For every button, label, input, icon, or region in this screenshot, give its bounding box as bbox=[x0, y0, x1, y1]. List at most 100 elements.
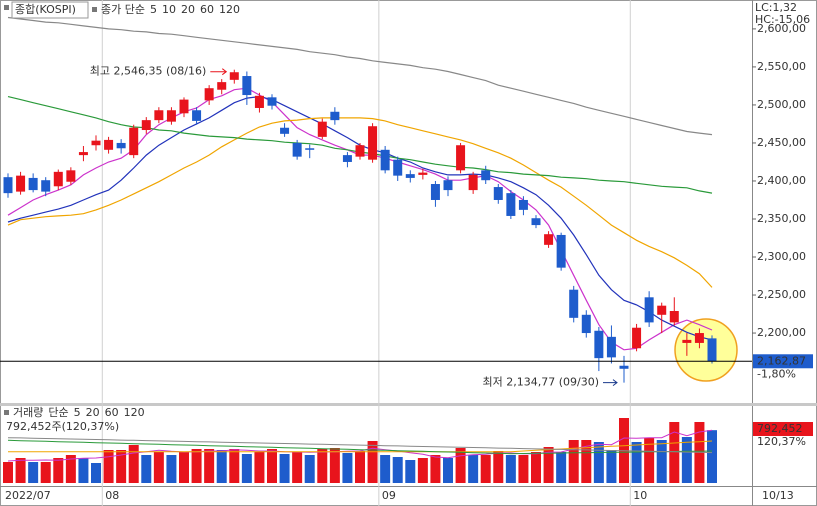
legend-entry: 단순 bbox=[48, 406, 68, 419]
volume-bar bbox=[430, 455, 441, 483]
volume-bar bbox=[543, 447, 554, 483]
volume-bar bbox=[166, 455, 177, 483]
lc-label: LC:1,32 bbox=[755, 1, 797, 14]
candle-body bbox=[305, 148, 315, 150]
volume-bar bbox=[216, 450, 227, 483]
volume-ratio: 120,37% bbox=[757, 435, 806, 448]
last-volume-box bbox=[753, 422, 813, 436]
candle-body bbox=[91, 140, 101, 146]
volume-bar bbox=[254, 452, 265, 483]
x-tick-label: 08 bbox=[105, 489, 119, 502]
candle-body bbox=[292, 142, 302, 157]
y-tick-label: 2,250,00 bbox=[757, 288, 806, 301]
volume-bar bbox=[405, 460, 416, 483]
volume-bar bbox=[468, 455, 479, 483]
candle-body bbox=[380, 149, 390, 171]
candle-body bbox=[657, 305, 667, 315]
candle-body bbox=[606, 336, 616, 358]
candle-body bbox=[619, 365, 629, 369]
y-tick-label: 2,400,00 bbox=[757, 174, 806, 187]
volume-bar bbox=[78, 458, 89, 483]
candle-body bbox=[330, 111, 340, 121]
volume-ma-line bbox=[7, 429, 713, 462]
candle-body bbox=[104, 139, 114, 150]
candle-body bbox=[418, 172, 428, 175]
volume-bar bbox=[480, 455, 491, 483]
legend-entry: 20 bbox=[86, 406, 100, 419]
legend-icon bbox=[92, 7, 97, 12]
volume-ma-line bbox=[7, 437, 713, 454]
volume-bar bbox=[53, 458, 64, 483]
volume-bar bbox=[707, 430, 717, 483]
volume-bar bbox=[3, 462, 13, 483]
moving-average-line bbox=[7, 16, 713, 136]
volume-bar bbox=[40, 462, 51, 483]
candle-body bbox=[267, 97, 277, 106]
y-tick-label: 2,500,00 bbox=[757, 98, 806, 111]
volume-bar bbox=[644, 438, 655, 483]
candle-body bbox=[192, 110, 202, 121]
legend-entry: 20 bbox=[181, 3, 195, 16]
chart-title: 종합(KOSPI) bbox=[15, 3, 76, 16]
volume-bar bbox=[631, 442, 642, 483]
volume-bar bbox=[342, 453, 353, 483]
volume-bar bbox=[204, 449, 215, 483]
volume-bar bbox=[229, 449, 240, 483]
candle-body bbox=[16, 175, 26, 192]
candle-body bbox=[682, 339, 692, 343]
candle-body bbox=[3, 177, 13, 194]
change-label: -1,80% bbox=[757, 367, 796, 380]
candle-body bbox=[204, 88, 214, 101]
volume-bar bbox=[304, 455, 315, 483]
y-tick-label: 2,550,00 bbox=[757, 60, 806, 73]
volume-bar bbox=[531, 452, 541, 483]
candle-body bbox=[154, 110, 164, 121]
volume-bar bbox=[455, 448, 466, 483]
candle-body bbox=[368, 126, 378, 160]
legend-entry: 120 bbox=[124, 406, 145, 419]
candle-body bbox=[28, 177, 38, 191]
candle-body bbox=[644, 297, 654, 323]
candle-body bbox=[443, 180, 453, 191]
candle-body bbox=[393, 159, 403, 176]
candle-body bbox=[116, 142, 126, 149]
volume-bar bbox=[556, 452, 567, 483]
candle-body bbox=[405, 174, 415, 178]
volume-bar bbox=[493, 451, 504, 483]
candle-body bbox=[632, 327, 642, 349]
volume-bar bbox=[267, 449, 277, 483]
volume-bar bbox=[241, 454, 252, 483]
volume-bar bbox=[669, 422, 680, 483]
legend-entry: 거래량 bbox=[13, 406, 43, 419]
legend-icon bbox=[4, 410, 9, 415]
y-tick-label: 2,450,00 bbox=[757, 136, 806, 149]
last-date-label: 10/13 bbox=[762, 489, 794, 502]
moving-average-line bbox=[7, 117, 713, 288]
volume-bar bbox=[593, 442, 604, 483]
candle-body bbox=[355, 145, 365, 157]
volume-bar bbox=[681, 437, 692, 483]
volume-bar bbox=[153, 452, 164, 483]
volume-bar bbox=[292, 452, 303, 483]
candle-body bbox=[468, 174, 478, 191]
volume-bar bbox=[28, 462, 39, 483]
y-tick-label: 2,350,00 bbox=[757, 212, 806, 225]
volume-bar bbox=[317, 449, 328, 483]
volume-bar bbox=[65, 455, 76, 483]
candle-body bbox=[317, 121, 327, 137]
volume-bar bbox=[581, 440, 592, 483]
volume-bar bbox=[279, 454, 290, 483]
candle-body bbox=[694, 333, 704, 343]
candle-body bbox=[129, 127, 139, 156]
legend-entry: 5 bbox=[150, 3, 157, 16]
volume-bar bbox=[355, 451, 365, 483]
candle-body bbox=[229, 72, 239, 80]
volume-bar bbox=[103, 450, 114, 483]
legend-entry: 60 bbox=[200, 3, 214, 16]
volume-bar bbox=[568, 440, 579, 483]
volume-bar bbox=[191, 449, 202, 483]
x-tick-label: 09 bbox=[382, 489, 396, 502]
candle-body bbox=[41, 180, 51, 192]
candle-body bbox=[493, 187, 503, 200]
